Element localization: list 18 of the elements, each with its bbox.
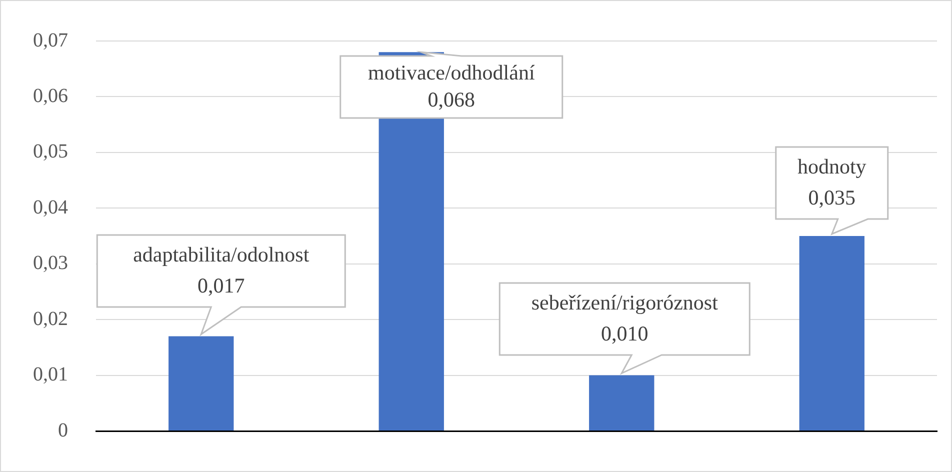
y-tick-label: 0,05 <box>33 140 68 163</box>
y-tick-label: 0 <box>58 419 68 442</box>
x-tick-label: hodnoty <box>797 154 867 179</box>
data-label: 0,035 <box>808 186 856 210</box>
x-tick-label: adaptabilita/odolnost <box>133 242 310 267</box>
y-tick-label: 0,02 <box>33 308 68 330</box>
data-label: 0,017 <box>198 274 245 298</box>
y-tick-label: 0,07 <box>33 29 68 52</box>
y-tick-label: 0,06 <box>33 84 68 107</box>
y-tick-label: 0,04 <box>33 196 68 218</box>
x-tick-label: motivace/odhodlání <box>368 60 535 85</box>
bar <box>589 375 654 430</box>
y-tick-label: 0,03 <box>33 252 68 274</box>
x-tick-label: sebeřízení/rigoróznost <box>531 290 718 315</box>
data-label: 0,068 <box>428 88 475 112</box>
y-tick-label: 0,01 <box>33 364 68 386</box>
data-label: 0,010 <box>601 322 648 346</box>
bar <box>168 336 234 430</box>
